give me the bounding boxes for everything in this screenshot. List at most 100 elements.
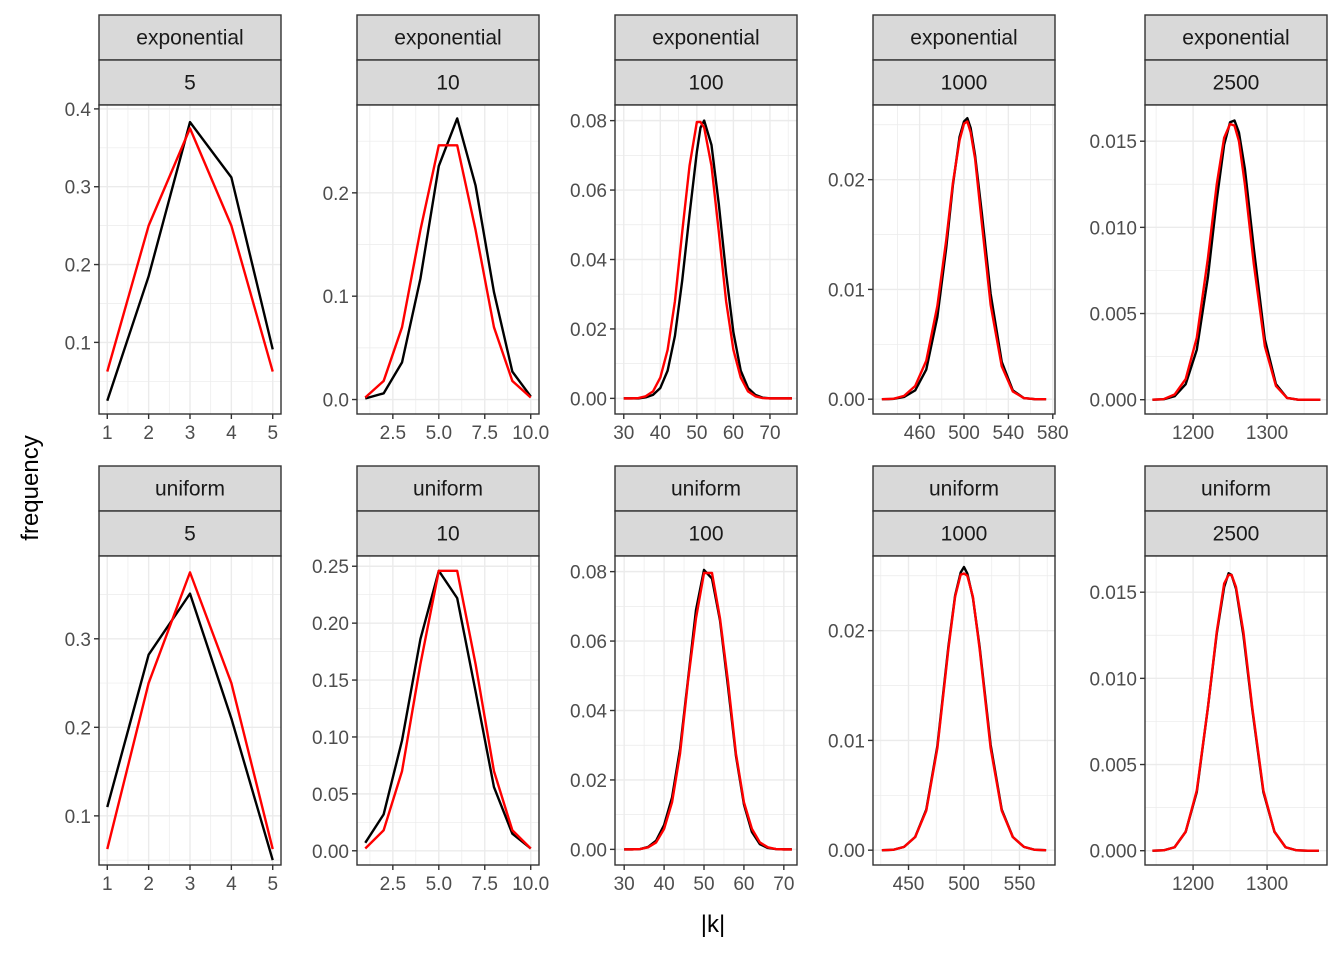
strip-box-size bbox=[1144, 59, 1328, 106]
y-tick-label: 0.01 bbox=[828, 280, 865, 301]
y-axis-title: frequency bbox=[17, 435, 44, 540]
y-tick-label: 0.015 bbox=[1089, 132, 1137, 153]
strip-label-distribution: exponential bbox=[394, 27, 501, 50]
strip-box-distribution bbox=[98, 465, 282, 512]
panel-uniform-100: uniform 100 0.00 0.02 0.04 0.06 0.08 30 40 50 60 70 bbox=[570, 465, 798, 895]
strip-label-size: 1000 bbox=[941, 523, 988, 546]
theoretical-frequency-line bbox=[106, 571, 274, 850]
theoretical-frequency-line bbox=[106, 127, 274, 372]
panel-border bbox=[1144, 104, 1328, 415]
y-tick-label: 0.20 bbox=[312, 614, 349, 635]
strip-label-distribution: exponential bbox=[652, 27, 759, 50]
panel-exponential-5: exponential 5 0.1 0.2 0.3 0.4 1 2 3 4 5 bbox=[65, 14, 282, 444]
y-tick-label: 0.0 bbox=[323, 391, 349, 412]
panel-exponential-10: exponential 10 0.0 0.1 0.2 2.5 5.0 7.5 10.0 bbox=[323, 14, 549, 444]
panel-background bbox=[1145, 105, 1327, 414]
y-tick-label: 0.00 bbox=[570, 840, 607, 861]
strip-label-distribution: uniform bbox=[413, 478, 483, 501]
strip-label-size: 2500 bbox=[1213, 72, 1260, 95]
x-tick-label: 30 bbox=[614, 874, 635, 895]
strip-box-size bbox=[98, 59, 282, 106]
panel-exponential-1000: exponential 1000 0.00 0.01 0.02 460 500 540 580 bbox=[828, 14, 1069, 444]
strip-box-distribution bbox=[872, 465, 1056, 512]
x-tick-label: 1200 bbox=[1172, 423, 1214, 444]
x-tick-label: 7.5 bbox=[472, 423, 498, 444]
y-tick-label: 0.06 bbox=[570, 181, 607, 202]
panel-background bbox=[1145, 556, 1327, 865]
x-tick-label: 2.5 bbox=[380, 874, 406, 895]
x-tick-label: 1 bbox=[102, 874, 113, 895]
x-tick-label: 1200 bbox=[1172, 874, 1214, 895]
y-tick-label: 0.4 bbox=[65, 100, 92, 121]
y-tick-label: 0.1 bbox=[323, 287, 349, 308]
y-tick-label: 0.02 bbox=[570, 771, 607, 792]
theoretical-frequency-line bbox=[623, 120, 792, 400]
x-tick-label: 1 bbox=[102, 423, 113, 444]
y-tick-label: 0.005 bbox=[1089, 756, 1137, 777]
y-tick-label: 0.04 bbox=[570, 702, 607, 723]
y-tick-label: 0.00 bbox=[312, 842, 349, 863]
strip-label-distribution: exponential bbox=[1182, 27, 1289, 50]
strip-box-distribution bbox=[614, 465, 798, 512]
strip-label-distribution: exponential bbox=[136, 27, 243, 50]
observed-frequency-line bbox=[364, 117, 532, 400]
x-tick-label: 40 bbox=[650, 423, 671, 444]
y-tick-label: 0.3 bbox=[65, 630, 91, 651]
y-tick-label: 0.02 bbox=[828, 622, 865, 643]
x-tick-label: 50 bbox=[693, 874, 714, 895]
y-tick-label: 0.2 bbox=[65, 718, 91, 739]
strip-label-distribution: exponential bbox=[910, 27, 1017, 50]
x-tick-label: 1300 bbox=[1246, 874, 1288, 895]
y-tick-label: 0.25 bbox=[312, 557, 349, 578]
strip-label-size: 10 bbox=[436, 523, 459, 546]
x-tick-label: 5 bbox=[267, 874, 278, 895]
strip-label-distribution: uniform bbox=[1201, 478, 1271, 501]
x-tick-label: 70 bbox=[759, 423, 780, 444]
strip-label-size: 1000 bbox=[941, 72, 988, 95]
observed-frequency-line bbox=[106, 592, 274, 861]
x-tick-label: 580 bbox=[1037, 423, 1069, 444]
strip-box-size bbox=[1144, 510, 1328, 557]
x-tick-label: 550 bbox=[1004, 874, 1036, 895]
y-tick-label: 0.015 bbox=[1089, 583, 1137, 604]
y-tick-label: 0.10 bbox=[312, 728, 349, 749]
x-tick-label: 3 bbox=[185, 423, 196, 444]
panel-background bbox=[357, 105, 539, 414]
y-tick-label: 0.04 bbox=[570, 251, 607, 272]
strip-box-distribution bbox=[1144, 465, 1328, 512]
strip-label-size: 100 bbox=[688, 523, 723, 546]
x-tick-label: 10.0 bbox=[512, 423, 549, 444]
x-tick-label: 500 bbox=[948, 874, 980, 895]
x-tick-label: 2 bbox=[143, 423, 154, 444]
y-tick-label: 0.00 bbox=[828, 841, 865, 862]
x-tick-label: 2 bbox=[143, 874, 154, 895]
theoretical-frequency-line bbox=[881, 120, 1047, 401]
y-tick-label: 0.02 bbox=[570, 320, 607, 341]
panel-uniform-2500: uniform 2500 0.000 0.005 0.010 0.015 1200 1300 bbox=[1089, 465, 1328, 895]
x-tick-label: 70 bbox=[773, 874, 794, 895]
y-tick-label: 0.02 bbox=[828, 171, 865, 192]
y-tick-label: 0.06 bbox=[570, 632, 607, 653]
theoretical-frequency-line bbox=[364, 144, 532, 399]
panel-exponential-2500: exponential 2500 0.000 0.005 0.010 0.015 1200 1… bbox=[1089, 14, 1328, 444]
y-tick-label: 0.08 bbox=[570, 563, 607, 584]
y-tick-label: 0.1 bbox=[65, 807, 91, 828]
x-tick-label: 30 bbox=[613, 423, 634, 444]
y-tick-label: 0.010 bbox=[1089, 669, 1137, 690]
strip-box-size bbox=[614, 510, 798, 557]
x-tick-label: 5.0 bbox=[426, 874, 452, 895]
x-tick-label: 2.5 bbox=[380, 423, 406, 444]
x-tick-label: 450 bbox=[893, 874, 925, 895]
theoretical-frequency-line bbox=[881, 572, 1047, 852]
strip-box-size bbox=[614, 59, 798, 106]
observed-frequency-line bbox=[364, 569, 532, 850]
y-tick-label: 0.00 bbox=[570, 389, 607, 410]
theoretical-frequency-line bbox=[1152, 573, 1319, 852]
strip-box-distribution bbox=[356, 14, 540, 61]
strip-label-size: 100 bbox=[688, 72, 723, 95]
y-tick-label: 0.05 bbox=[312, 785, 349, 806]
panel-uniform-5: uniform 5 0.1 0.2 0.3 1 2 3 4 5 bbox=[65, 465, 282, 895]
y-tick-label: 0.3 bbox=[65, 178, 91, 199]
